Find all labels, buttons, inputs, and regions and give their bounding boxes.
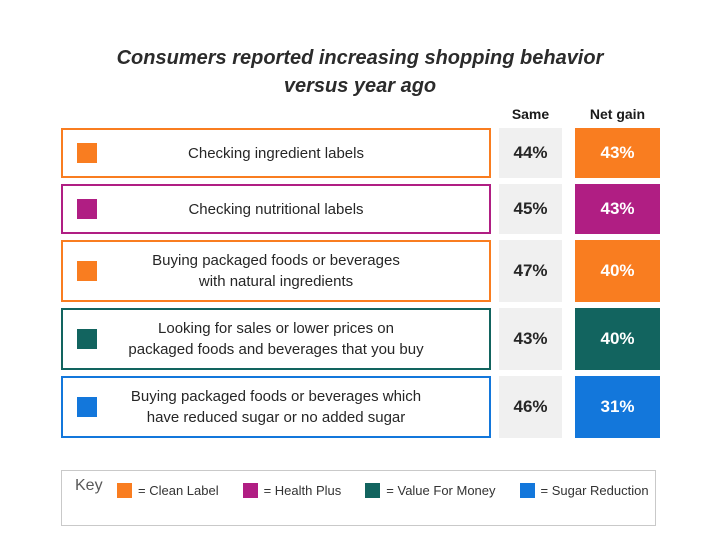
category-swatch-icon (77, 143, 97, 163)
net-gain-value-cell: 43% (575, 128, 660, 178)
behavior-label-box: Buying packaged foods or beverages which… (61, 376, 491, 438)
key-swatch-icon (365, 483, 381, 498)
behavior-row-natural-ingredients: Buying packaged foods or beverages with … (61, 240, 660, 302)
behavior-label-line: Buying packaged foods or beverages (152, 252, 400, 269)
same-value-cell: 47% (499, 240, 562, 302)
net-gain-value-cell: 31% (575, 376, 660, 438)
behavior-label-line: Checking nutritional labels (188, 200, 364, 218)
key-item-label: = Sugar Reduction (540, 483, 649, 498)
chart-title-line2: versus year ago (283, 75, 437, 97)
net-gain-value-cell: 40% (575, 240, 660, 302)
behavior-label: Buying packaged foods or beverages with … (152, 250, 400, 292)
behavior-label-line: Buying packaged foods or beverages which (130, 388, 422, 405)
key-item-health-plus: = Health Plus (242, 483, 342, 498)
key-item-label: = Value For Money (386, 483, 496, 498)
behavior-row-lower-prices: Looking for sales or lower prices on pac… (61, 308, 660, 370)
same-value-cell: 43% (499, 308, 562, 370)
key-item-label: = Health Plus (263, 483, 342, 498)
key-swatch-icon (242, 483, 258, 498)
behavior-label-line: have reduced sugar or no added sugar (146, 409, 406, 426)
behavior-label-line: with natural ingredients (198, 273, 354, 290)
behavior-label: Looking for sales or lower prices on pac… (128, 318, 423, 360)
behavior-label-line: Looking for sales or lower prices on (158, 320, 394, 337)
behavior-label-line: packaged foods and beverages that you bu… (128, 341, 424, 358)
key-swatch-icon (117, 483, 132, 498)
behavior-row-nutritional-labels: Checking nutritional labels 45% 43% (61, 184, 660, 234)
behavior-label-box: Checking ingredient labels (61, 128, 491, 178)
chart-title-line1: Consumers reported increasing shopping b… (116, 47, 604, 69)
same-value-cell: 46% (499, 376, 562, 438)
behavior-label-line: Checking ingredient labels (188, 144, 364, 162)
key-items: = Clean Label = Health Plus = Value For … (117, 483, 649, 498)
category-swatch-icon (77, 199, 97, 219)
behavior-rows: Checking ingredient labels 44% 43% Check… (61, 128, 660, 438)
chart-title: Consumers reported increasing shopping b… (0, 44, 720, 100)
column-header-same: Same (511, 106, 550, 122)
same-value-cell: 45% (499, 184, 562, 234)
key-item-clean-label: = Clean Label (117, 483, 219, 498)
behavior-label: Checking ingredient labels (188, 143, 364, 164)
category-swatch-icon (77, 397, 97, 417)
same-value-cell: 44% (499, 128, 562, 178)
behavior-label: Checking nutritional labels (188, 199, 363, 220)
behavior-row-ingredient-labels: Checking ingredient labels 44% 43% (61, 128, 660, 178)
key-panel: Key = Clean Label = Health Plus = Value … (61, 470, 656, 526)
behavior-row-reduced-sugar: Buying packaged foods or beverages which… (61, 376, 660, 438)
key-swatch-icon (519, 483, 535, 498)
behavior-label-box: Checking nutritional labels (61, 184, 491, 234)
category-swatch-icon (77, 329, 97, 349)
key-item-label: = Clean Label (138, 483, 219, 498)
key-item-sugar-reduction: = Sugar Reduction (519, 483, 649, 498)
behavior-label-box: Buying packaged foods or beverages with … (61, 240, 491, 302)
column-header-net-gain: Net gain (589, 106, 646, 122)
key-label: Key (75, 477, 103, 494)
net-gain-value-cell: 40% (575, 308, 660, 370)
key-item-value-for-money: = Value For Money (365, 483, 496, 498)
category-swatch-icon (77, 261, 97, 281)
behavior-label: Buying packaged foods or beverages which… (131, 386, 421, 428)
behavior-label-box: Looking for sales or lower prices on pac… (61, 308, 491, 370)
net-gain-value-cell: 43% (575, 184, 660, 234)
